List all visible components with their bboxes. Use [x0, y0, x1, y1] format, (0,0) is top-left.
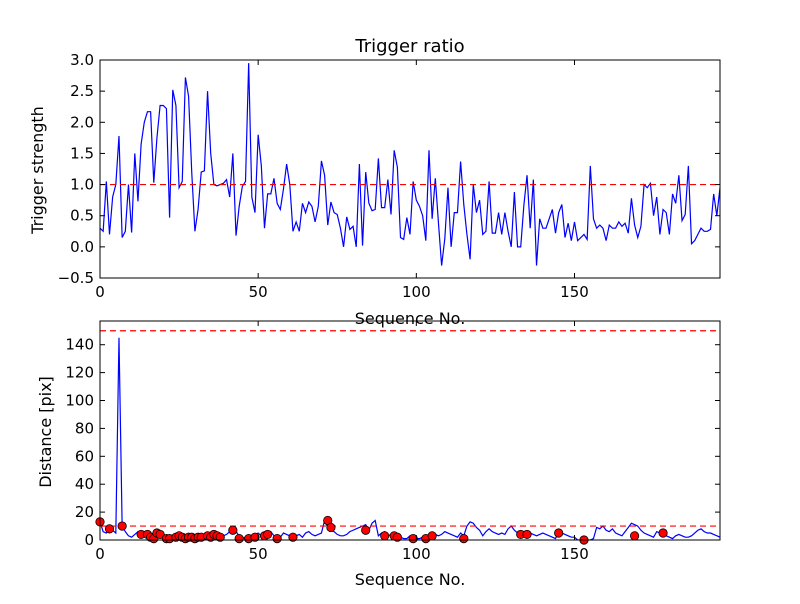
data-point: [361, 525, 371, 535]
data-point: [263, 529, 273, 540]
y-tick-label: 1.0: [70, 176, 94, 194]
y-tick-label: 0.5: [70, 207, 94, 225]
data-point: [234, 534, 244, 544]
y-tick-label: 3.0: [70, 51, 94, 69]
y-tick-label: −0.5: [58, 269, 94, 287]
y-tick-label: 100: [65, 392, 94, 410]
data-point: [629, 531, 640, 541]
trigger-ratio-panel: Trigger ratio Sequence No. Trigger stren…: [28, 36, 721, 328]
series-line: [100, 63, 720, 266]
data-point: [155, 529, 165, 540]
x-axis-label: Sequence No.: [355, 309, 466, 328]
y-tick-label: 2.0: [70, 113, 94, 131]
plot-frame: [99, 320, 721, 541]
data-point: [228, 525, 238, 535]
data-point: [408, 534, 418, 544]
y-tick-label: 0.0: [70, 238, 94, 256]
data-point: [392, 532, 402, 542]
y-tick-label: 60: [75, 447, 94, 465]
x-tick-label: 50: [249, 283, 268, 301]
y-tick-label: 140: [65, 336, 94, 354]
x-tick-label: 100: [402, 283, 431, 301]
y-axis-label: Trigger strength: [28, 106, 47, 235]
y-tick-label: 20: [75, 503, 94, 521]
distance-panel: Sequence No. Distance [pix] 0 50 100 150 0 20…: [36, 320, 721, 589]
data-point: [117, 521, 127, 531]
y-tick-label: 2.5: [70, 82, 94, 100]
chart-title: Trigger ratio: [354, 36, 464, 57]
y-tick-label: 1.5: [70, 144, 94, 162]
y-tick-label: 40: [75, 475, 94, 493]
x-tick-label: 50: [249, 545, 268, 563]
x-tick-label: 150: [560, 283, 589, 301]
trigger-plot-area: 0 50 100 150 −0.5 0.0 0.5 1.0 1.5 2.0 2.5 3.0: [58, 51, 721, 301]
data-point: [658, 528, 668, 538]
y-axis-label: Distance [pix]: [36, 376, 55, 488]
data-point: [250, 532, 260, 542]
data-point: [554, 528, 564, 538]
x-tick-label: 150: [560, 545, 589, 563]
distance-plot-area: 0 50 100 150 0 20 40 60 80 100 120 140: [65, 320, 721, 563]
x-axis-label: Sequence No.: [355, 570, 466, 589]
y-tick-label: 120: [65, 364, 94, 382]
data-point: [288, 532, 298, 542]
series-line: [100, 337, 720, 540]
data-point: [326, 522, 336, 533]
plot-frame: [99, 59, 721, 279]
data-point: [427, 531, 437, 541]
y-tick-label: 80: [75, 419, 94, 437]
data-point: [380, 531, 390, 541]
data-point: [272, 534, 282, 544]
y-tick-label: 0: [84, 531, 94, 549]
data-point: [215, 532, 225, 542]
x-tick-label: 0: [95, 545, 105, 563]
data-point: [522, 529, 532, 540]
x-tick-label: 0: [95, 283, 105, 301]
x-tick-label: 100: [402, 545, 431, 563]
data-point: [459, 534, 469, 544]
data-point: [104, 524, 115, 534]
